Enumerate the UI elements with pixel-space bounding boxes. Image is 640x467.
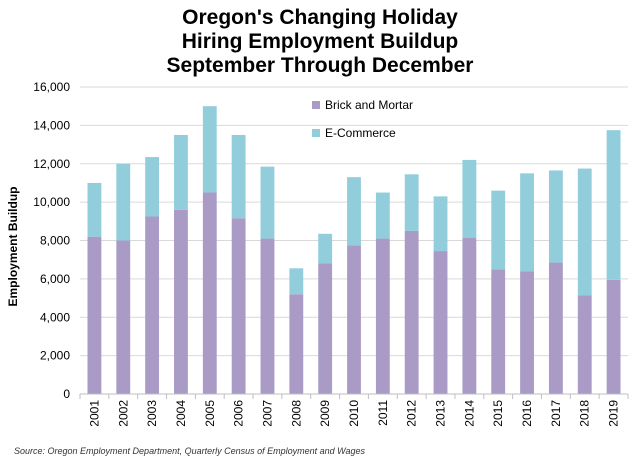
x-tick-label: 2007 <box>260 400 274 427</box>
e-commerce-bar <box>462 159 477 238</box>
e-commerce-bar <box>520 173 534 272</box>
brick-and-mortar-bar <box>260 238 275 394</box>
x-tick-label: 2003 <box>145 400 159 427</box>
brick-and-mortar-bar <box>202 192 217 394</box>
x-tick-label: 2012 <box>405 400 419 427</box>
x-tick-label: 2019 <box>607 400 621 427</box>
e-commerce-bar <box>231 134 246 219</box>
brick-and-mortar-bar <box>375 238 390 394</box>
e-commerce-bar <box>174 134 188 210</box>
x-tick-label: 2006 <box>232 400 246 427</box>
y-tick-label: 0 <box>63 387 70 401</box>
x-tick-label: 2005 <box>203 400 217 427</box>
legend-label: Brick and Mortar <box>325 98 413 112</box>
x-tick-label: 2009 <box>318 400 332 427</box>
y-tick-label: 4,000 <box>40 310 70 324</box>
legend: Brick and Mortar E-Commerce <box>312 98 413 140</box>
brick-and-mortar-bar <box>318 263 333 394</box>
y-tick-label: 14,000 <box>33 118 70 132</box>
x-tick-label: 2011 <box>376 400 390 426</box>
chart-title-line-1: Oregon's Changing Holiday <box>182 6 458 29</box>
legend-swatch <box>312 101 320 109</box>
y-tick-label: 16,000 <box>33 80 70 94</box>
legend-label: E-Commerce <box>325 126 396 140</box>
y-tick-label: 10,000 <box>33 195 70 209</box>
x-tick-label: 2018 <box>578 400 592 427</box>
e-commerce-bar <box>87 182 102 237</box>
legend-swatch <box>312 129 320 137</box>
x-tick-label: 2014 <box>462 400 476 427</box>
brick-and-mortar-bar <box>606 279 621 394</box>
brick-and-mortar-bar <box>145 216 160 394</box>
brick-and-mortar-bar <box>433 251 448 394</box>
e-commerce-bar <box>145 157 160 217</box>
x-tick-label: 2008 <box>289 400 303 427</box>
x-axis-ticks: 2001 2002 2003 2004 2005 2006 2007 2008 2009 2010… <box>79 394 629 427</box>
x-tick-label: 2001 <box>87 400 101 427</box>
brick-and-mortar-bar <box>231 218 246 394</box>
e-commerce-bar <box>318 233 333 264</box>
brick-and-mortar-bar <box>174 209 188 394</box>
e-commerce-bar <box>404 174 419 231</box>
e-commerce-bar <box>491 190 506 270</box>
brick-and-mortar-bar <box>347 245 361 394</box>
x-tick-label: 2002 <box>116 400 130 427</box>
e-commerce-bar <box>202 106 217 193</box>
chart-title-line-3: September Through December <box>166 54 474 77</box>
chart-title: Oregon's Changing Holiday Hiring Employm… <box>0 6 640 78</box>
brick-and-mortar-bar <box>404 230 419 394</box>
y-axis-title: Employment Buildup <box>6 187 20 307</box>
e-commerce-bar <box>577 168 592 296</box>
brick-and-mortar-bar <box>116 240 131 394</box>
brick-and-mortar-bar <box>289 294 304 394</box>
e-commerce-bar <box>375 192 390 239</box>
y-tick-label: 2,000 <box>40 349 70 363</box>
y-tick-label: 6,000 <box>40 272 70 286</box>
x-tick-label: 2017 <box>549 400 563 427</box>
y-axis-ticks: 0 2,000 4,000 6,000 8,000 10,000 12,000 14,000 1… <box>33 80 70 401</box>
x-tick-label: 2013 <box>434 400 448 427</box>
x-tick-label: 2015 <box>491 400 505 427</box>
x-tick-label: 2016 <box>520 400 534 427</box>
source-note: Source: Oregon Employment Department, Qu… <box>14 446 365 456</box>
e-commerce-bar <box>116 163 131 241</box>
x-tick-label: 2004 <box>174 400 188 427</box>
e-commerce-bar <box>433 196 448 252</box>
brick-and-mortar-bar <box>87 236 102 394</box>
brick-and-mortar-bar <box>577 295 592 394</box>
brick-and-mortar-bar <box>491 269 506 394</box>
brick-and-mortar-bar <box>462 237 477 394</box>
y-tick-label: 12,000 <box>33 157 70 171</box>
e-commerce-bar <box>260 166 275 239</box>
brick-and-mortar-bar <box>548 262 563 394</box>
x-tick-label: 2010 <box>347 400 361 427</box>
e-commerce-bar <box>606 130 621 280</box>
chart-title-line-2: Hiring Employment Buildup <box>181 30 459 53</box>
e-commerce-bar <box>289 268 304 295</box>
brick-and-mortar-bar <box>520 271 534 394</box>
bars <box>87 106 621 394</box>
y-tick-label: 8,000 <box>40 234 70 248</box>
e-commerce-bar <box>548 170 563 263</box>
e-commerce-bar <box>347 177 361 246</box>
